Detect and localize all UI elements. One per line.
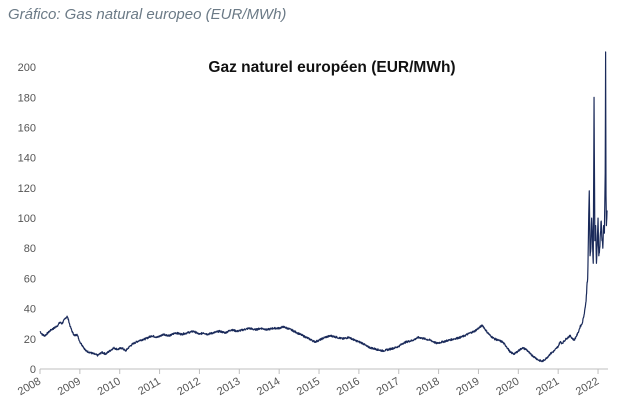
x-tick-label: 2010 — [96, 375, 123, 398]
x-tick-label: 2008 — [16, 375, 43, 398]
x-tick-label: 2014 — [255, 375, 282, 398]
y-tick-label: 0 — [30, 364, 36, 376]
y-tick-label: 60 — [24, 273, 36, 285]
y-tick-label: 40 — [24, 304, 36, 316]
chart-title: Gaz naturel européen (EUR/MWh) — [208, 59, 455, 76]
y-tick-label: 180 — [18, 92, 36, 104]
x-tick-label: 2022 — [574, 375, 601, 398]
y-tick-label: 80 — [24, 243, 36, 255]
y-tick-label: 160 — [18, 122, 36, 134]
x-tick-label: 2009 — [56, 375, 83, 398]
x-tick-label: 2015 — [295, 375, 322, 398]
y-tick-label: 140 — [18, 153, 36, 165]
y-tick-label: 120 — [18, 183, 36, 195]
y-axis-ticks: 0 20 40 60 80 100 120 140 160 180 200 — [18, 62, 36, 376]
x-tick-label: 2013 — [215, 375, 242, 398]
x-tick-label: 2012 — [175, 375, 202, 398]
x-tick-label: 2019 — [454, 375, 481, 398]
x-tick-label: 2021 — [534, 375, 561, 398]
y-tick-label: 100 — [18, 213, 36, 225]
series-line-gas-price — [39, 51, 608, 363]
x-tick-label: 2011 — [136, 375, 162, 397]
x-tick-label: 2020 — [494, 375, 521, 398]
x-tick-label: 2016 — [335, 375, 362, 398]
x-tick-label: 2017 — [375, 375, 402, 398]
y-tick-label: 20 — [24, 334, 36, 346]
x-axis-ticks: 2008 2009 2010 2011 2012 2013 2014 2015 2016 2017… — [16, 369, 601, 398]
chart-caption: Gráfico: Gas natural europeo (EUR/MWh) — [8, 6, 287, 23]
series-group — [39, 51, 608, 363]
x-tick-label: 2018 — [414, 375, 441, 398]
y-tick-label: 200 — [18, 62, 36, 74]
